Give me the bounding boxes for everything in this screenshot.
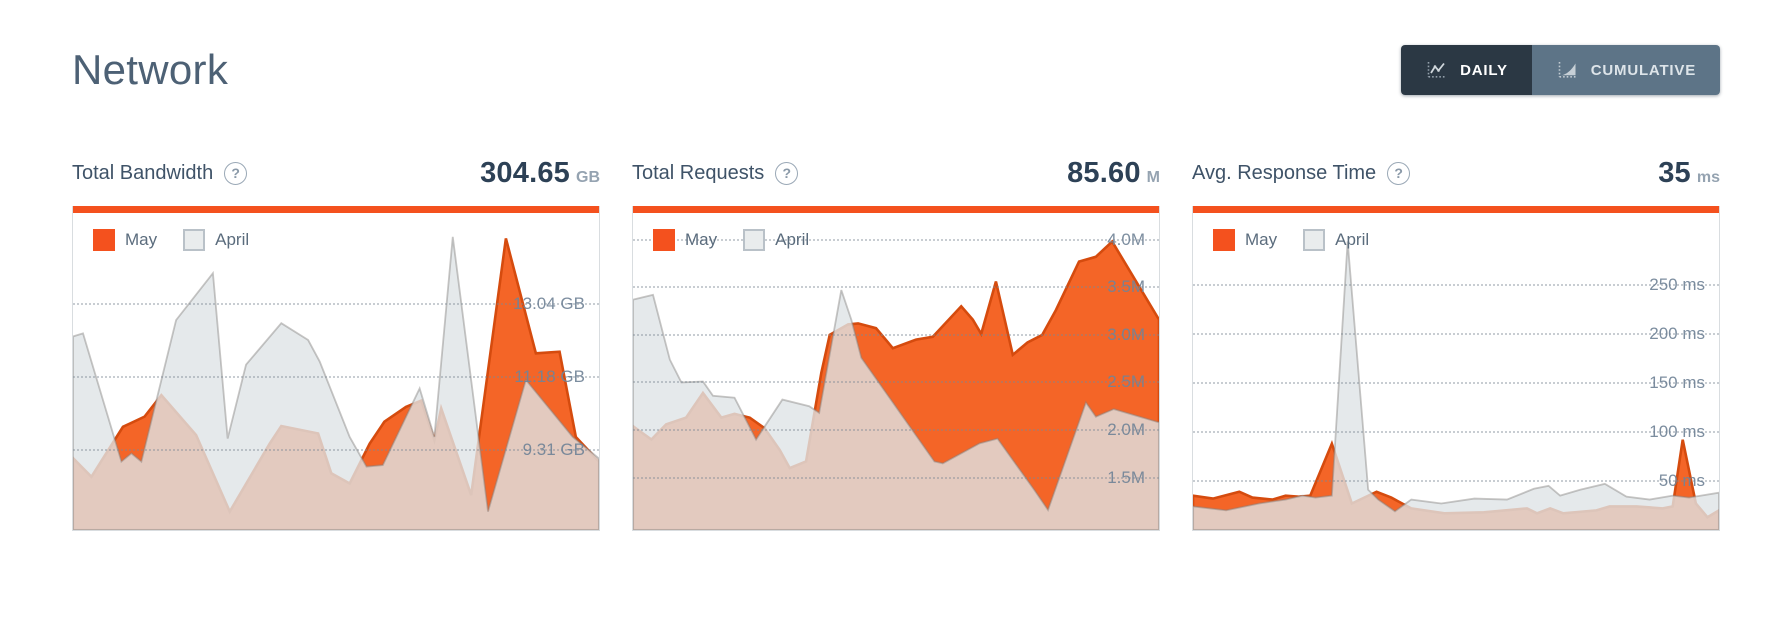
requests-plot-area: May April 4.0M 3.5M 3.0M 2.5M 2.0M 1.5M — [633, 213, 1159, 530]
y-tick-label: 50 ms — [1658, 470, 1705, 490]
card-accent-bar — [73, 206, 599, 213]
charts-row: Total Bandwidth ? 304.65 GB May April 13… — [72, 154, 1720, 531]
requests-chart-column: Total Requests ? 85.60 M May April 4.0M 3… — [632, 154, 1160, 531]
gridline: 50 ms — [1193, 471, 1719, 490]
gridline: 2.0M — [633, 420, 1159, 439]
gridline: 9.31 GB — [73, 440, 599, 459]
gridline: 13.04 GB — [73, 294, 599, 313]
card-accent-bar — [1193, 206, 1719, 213]
y-tick-label: 9.31 GB — [522, 439, 585, 459]
y-tick-label: 200 ms — [1649, 323, 1705, 343]
y-tick-label: 1.5M — [1107, 467, 1145, 487]
requests-chart-card: May April 4.0M 3.5M 3.0M 2.5M 2.0M 1.5M — [632, 206, 1160, 531]
gridline: 150 ms — [1193, 373, 1719, 392]
bandwidth-plot-area: May April 13.04 GB 11.18 GB 9.31 GB — [73, 213, 599, 530]
bandwidth-unit: GB — [576, 168, 600, 186]
area-chart-svg — [73, 213, 599, 530]
daily-toggle-label: DAILY — [1460, 61, 1508, 79]
april-legend-swatch[interactable] — [743, 229, 766, 251]
requests-metric: 85.60 M — [1067, 157, 1160, 190]
response-time-value: 35 — [1658, 156, 1691, 189]
chart-legend: May April — [1213, 229, 1395, 251]
may-legend-swatch[interactable] — [93, 229, 115, 251]
gridline: 200 ms — [1193, 324, 1719, 343]
help-icon[interactable]: ? — [775, 161, 799, 185]
requests-unit: M — [1146, 168, 1160, 186]
area-chart-svg — [633, 213, 1159, 530]
gridline: 100 ms — [1193, 422, 1719, 441]
line-chart-icon — [1425, 60, 1449, 80]
y-tick-label: 150 ms — [1649, 372, 1705, 392]
network-dashboard: Network DAILY — [72, 0, 1720, 531]
response-time-unit: ms — [1696, 168, 1720, 186]
response-time-chart-card: May April 250 ms 200 ms 150 ms 100 ms 50 ms — [1192, 206, 1720, 531]
april-series — [73, 237, 599, 530]
page-header: Network DAILY — [72, 0, 1720, 96]
y-tick-label: 3.5M — [1107, 277, 1145, 297]
y-tick-label: 250 ms — [1649, 274, 1705, 294]
bandwidth-chart-card: May April 13.04 GB 11.18 GB 9.31 GB — [72, 206, 600, 531]
response-time-metric: 35 ms — [1658, 157, 1720, 190]
bandwidth-value: 304.65 — [480, 156, 570, 189]
cumulative-toggle-label: CUMULATIVE — [1590, 61, 1696, 79]
y-tick-label: 3.0M — [1107, 324, 1145, 344]
gridline: 3.5M — [633, 277, 1159, 296]
april-legend-swatch[interactable] — [183, 229, 206, 251]
card-accent-bar — [633, 206, 1159, 213]
area-chart-icon — [1556, 60, 1580, 80]
gridline: 11.18 GB — [73, 367, 599, 386]
april-legend-swatch[interactable] — [1303, 229, 1326, 251]
requests-value: 85.60 — [1067, 156, 1141, 189]
may-legend-label[interactable]: May — [685, 230, 718, 249]
view-toggle: DAILY CUMULATIVE — [1401, 45, 1720, 95]
page-title: Network — [72, 46, 229, 93]
bandwidth-metric: 304.65 GB — [480, 157, 600, 190]
april-legend-label[interactable]: April — [1335, 230, 1370, 249]
area-chart-svg — [1193, 213, 1719, 530]
bandwidth-chart-title: Total Bandwidth — [72, 161, 214, 184]
may-legend-label[interactable]: May — [1245, 230, 1278, 249]
bandwidth-chart-header: Total Bandwidth ? 304.65 GB — [72, 154, 600, 192]
y-tick-label: 2.5M — [1107, 372, 1145, 392]
chart-legend: May April — [93, 229, 275, 251]
response-time-chart-column: Avg. Response Time ? 35 ms May April 250… — [1192, 154, 1720, 531]
april-legend-label[interactable]: April — [775, 230, 810, 249]
help-icon[interactable]: ? — [1387, 161, 1411, 185]
help-icon[interactable]: ? — [224, 161, 248, 185]
y-tick-label: 13.04 GB — [513, 293, 585, 313]
chart-legend: May April — [653, 229, 835, 251]
requests-chart-header: Total Requests ? 85.60 M — [632, 154, 1160, 192]
daily-toggle-button[interactable]: DAILY — [1401, 45, 1532, 95]
may-legend-swatch[interactable] — [1213, 229, 1235, 251]
may-legend-label[interactable]: May — [125, 230, 158, 249]
y-tick-label: 4.0M — [1107, 229, 1145, 249]
gridline: 4.0M — [633, 230, 1159, 249]
y-tick-label: 2.0M — [1107, 420, 1145, 440]
gridline: 1.5M — [633, 468, 1159, 487]
cumulative-toggle-button[interactable]: CUMULATIVE — [1531, 45, 1720, 95]
gridline: 250 ms — [1193, 275, 1719, 294]
bandwidth-chart-column: Total Bandwidth ? 304.65 GB May April 13… — [72, 154, 600, 531]
april-series — [1193, 241, 1719, 530]
response-time-chart-header: Avg. Response Time ? 35 ms — [1192, 154, 1720, 192]
gridline: 3.0M — [633, 325, 1159, 344]
response-time-plot-area: May April 250 ms 200 ms 150 ms 100 ms 50 ms — [1193, 213, 1719, 530]
gridline: 2.5M — [633, 372, 1159, 391]
may-legend-swatch[interactable] — [653, 229, 675, 251]
response-time-chart-title: Avg. Response Time — [1192, 161, 1377, 184]
y-tick-label: 11.18 GB — [514, 366, 585, 386]
april-series — [633, 290, 1159, 530]
requests-chart-title: Total Requests — [632, 161, 765, 184]
y-tick-label: 100 ms — [1649, 421, 1705, 441]
april-legend-label[interactable]: April — [215, 230, 250, 249]
